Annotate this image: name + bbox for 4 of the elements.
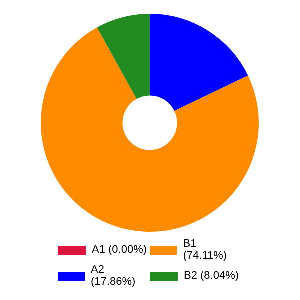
legend-label: A2 (17.86%) <box>91 264 137 288</box>
legend-label: B1 (74.11%) <box>183 238 228 262</box>
legend-label: A1 (0.00%) <box>92 244 148 256</box>
legend-label: B2 (8.04%) <box>184 270 240 282</box>
